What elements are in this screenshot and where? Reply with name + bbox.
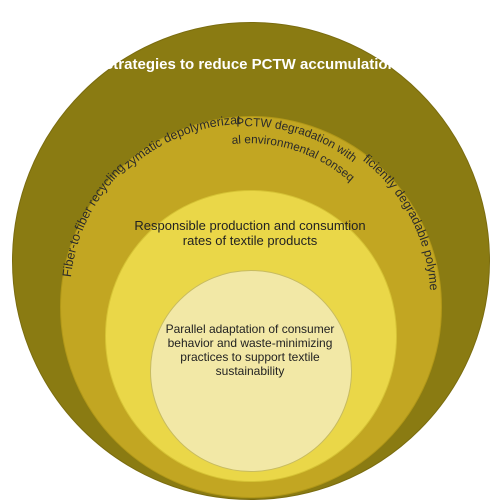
svg-text:Enzymatic depolymerization: Enzymatic depolymerization [0,0,241,172]
block-label-parallel: Parallel adaptation of consumer behavior… [158,322,342,378]
svg-text:minimal environmental conseque: minimal environmental consequence [0,0,357,184]
block-label-responsible: Responsible production and consumtion ra… [122,218,378,248]
nested-circles-diagram: Strategies to reduce PCTW accumulationFi… [0,0,500,500]
svg-text:Fiber-to-fiber recycling: Fiber-to-fiber recycling [60,160,128,277]
arc-labels: Fiber-to-fiber recyclingEnzymatic depoly… [0,0,500,500]
